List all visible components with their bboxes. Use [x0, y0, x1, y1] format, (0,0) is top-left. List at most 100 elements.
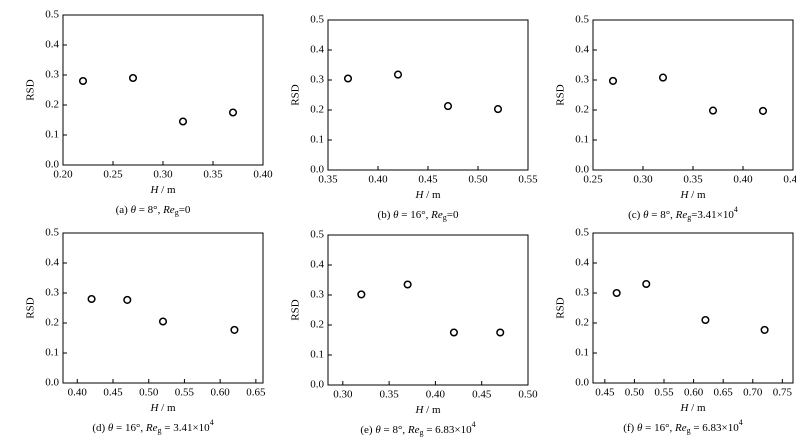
caption: (c) θ = 8°, Reg=3.41×104 [628, 205, 738, 222]
x-tick-label: 0.25 [103, 169, 123, 181]
x-tick-label: 0.65 [246, 387, 266, 399]
x-label-unit: / m [688, 402, 706, 414]
x-label-var: H [414, 404, 424, 416]
y-tick-label: 0.2 [45, 317, 59, 329]
caption: (d) θ = 16°, Reg = 3.41×104 [92, 418, 213, 435]
x-axis-label: H / m [679, 402, 706, 414]
x-tick-label: 0.55 [175, 387, 195, 399]
y-tick-label: 0.5 [310, 14, 324, 26]
x-tick-label: 0.50 [468, 174, 488, 186]
caption-angle: = 8°, [381, 424, 408, 436]
caption-theta: θ [108, 422, 114, 434]
y-tick-label: 0.2 [310, 319, 324, 331]
caption-exp: 4 [472, 420, 476, 429]
y-tick-label: 0.5 [575, 227, 589, 239]
y-axis-label: RSD [25, 297, 37, 318]
x-tick-label: 0.45 [103, 387, 123, 399]
axes-frame [592, 19, 794, 171]
x-label-var: H [679, 402, 689, 414]
y-tick-label: 0.1 [45, 129, 59, 141]
y-tick-label: 0.4 [575, 44, 589, 56]
y-tick-label: 0.3 [575, 287, 589, 299]
x-tick-label: 0.60 [211, 387, 231, 399]
x-tick-label: 0.30 [333, 389, 353, 401]
data-point [393, 70, 403, 79]
caption-exp: 4 [739, 418, 743, 427]
caption-sub: g [175, 208, 179, 217]
x-axis-label: H / m [149, 184, 176, 196]
y-tick-label: 0.4 [45, 257, 59, 269]
data-point [493, 105, 503, 114]
y-tick-label: 0.0 [45, 377, 59, 389]
y-tick-label: 0.2 [310, 104, 324, 116]
data-point [449, 328, 458, 337]
caption-value: =0 [179, 204, 191, 216]
caption-angle: = 16°, [399, 209, 432, 221]
x-axis-label: H / m [414, 404, 441, 416]
caption: (e) θ = 8°, Reg = 6.83×104 [360, 420, 475, 437]
x-tick-label: 0.40 [426, 389, 446, 401]
caption-re: Re [145, 422, 158, 434]
caption-prefix: (d) [92, 422, 108, 434]
y-axis-label: RSD [290, 299, 302, 320]
x-tick-label: 0.40 [68, 387, 88, 399]
x-tick-label: 0.45 [595, 387, 615, 399]
y-tick-label: 0.2 [575, 104, 589, 116]
data-point [228, 108, 238, 117]
x-label-unit: / m [423, 189, 441, 201]
y-tick-label: 0.5 [310, 229, 324, 241]
data-point [230, 325, 239, 334]
x-tick-label: 0.45 [783, 174, 796, 186]
y-tick-label: 0.3 [575, 74, 589, 86]
x-tick-label: 0.65 [714, 387, 734, 399]
x-label-var: H [414, 189, 424, 201]
x-tick-label: 0.35 [683, 174, 703, 186]
x-tick-label: 0.35 [379, 389, 399, 401]
x-axis-label: H / m [414, 189, 441, 201]
y-tick-label: 0.2 [575, 317, 589, 329]
x-label-unit: / m [423, 404, 441, 416]
x-label-unit: / m [158, 184, 176, 196]
caption-prefix: (f) [623, 422, 637, 434]
y-tick-label: 0.4 [310, 259, 324, 271]
data-point [642, 279, 651, 289]
y-tick-label: 0.1 [575, 347, 589, 359]
y-axis-label: RSD [555, 297, 567, 318]
data-point [758, 106, 768, 115]
x-tick-label: 0.75 [773, 387, 793, 399]
x-tick-label: 0.45 [418, 174, 438, 186]
x-tick-label: 0.50 [625, 387, 645, 399]
caption-theta: θ [393, 209, 399, 221]
data-point [403, 280, 412, 289]
x-tick-label: 0.50 [518, 389, 538, 401]
caption-theta: θ [131, 204, 137, 216]
caption: (f) θ = 16°, Reg = 6.83×104 [623, 418, 743, 435]
y-axis-label: RSD [25, 79, 37, 100]
y-tick-label: 0.4 [575, 257, 589, 269]
x-tick-label: 0.45 [472, 389, 492, 401]
caption-value: = 6.83×10 [423, 424, 472, 436]
caption-sub: g [443, 213, 447, 222]
y-tick-label: 0.0 [575, 164, 589, 176]
x-axis-label: H / m [149, 402, 176, 414]
axes-frame [327, 19, 529, 171]
caption-sub: g [687, 426, 691, 435]
y-tick-label: 0.3 [310, 289, 324, 301]
x-tick-label: 0.70 [743, 387, 763, 399]
caption-theta: θ [637, 422, 643, 434]
caption-sub: g [419, 428, 423, 437]
caption-prefix: (b) [378, 209, 394, 221]
y-tick-label: 0.3 [310, 74, 324, 86]
data-point [701, 315, 710, 325]
axes-frame [592, 232, 794, 384]
data-point [658, 73, 668, 82]
data-point [123, 295, 132, 304]
y-tick-label: 0.5 [45, 227, 59, 239]
x-label-var: H [679, 189, 689, 201]
y-tick-label: 0.0 [310, 164, 324, 176]
caption-exp: 4 [210, 418, 214, 427]
y-tick-label: 0.1 [575, 134, 589, 146]
axes-frame [62, 14, 264, 166]
data-point [343, 74, 353, 83]
